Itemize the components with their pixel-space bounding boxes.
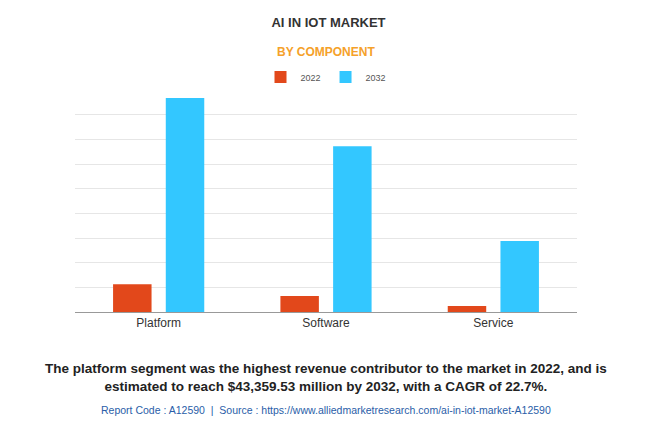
- svg-text:2032: 2032: [366, 73, 386, 83]
- svg-text:2022: 2022: [301, 73, 321, 83]
- svg-text:Platform: Platform: [136, 316, 181, 330]
- svg-text:Software: Software: [302, 316, 350, 330]
- svg-text:BY COMPONENT: BY COMPONENT: [277, 45, 375, 59]
- svg-text:AI IN IOT MARKET: AI IN IOT MARKET: [271, 15, 385, 30]
- svg-text:Service: Service: [473, 316, 513, 330]
- svg-text:The platform segment was the h: The platform segment was the highest rev…: [45, 361, 607, 394]
- svg-text:Report Code : A12590 | Sourc: Report Code : A12590 | Source : https://…: [101, 404, 551, 416]
